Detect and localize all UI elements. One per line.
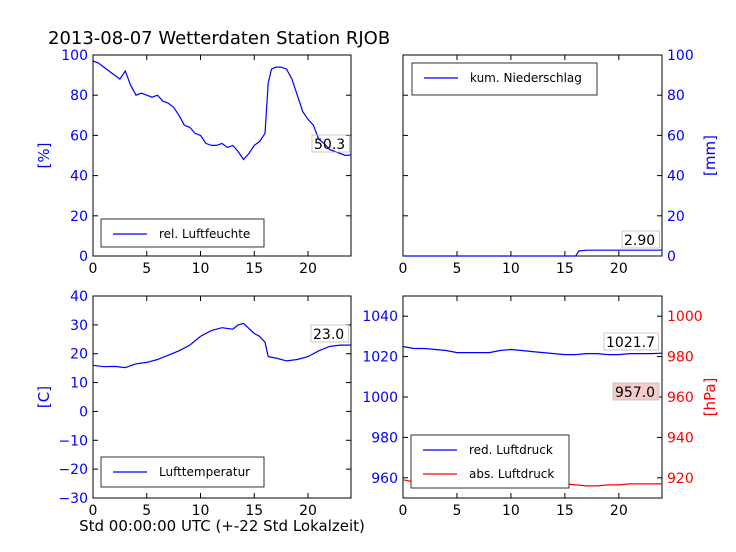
legend-box (410, 434, 570, 489)
y-tick-label: 960 (371, 471, 398, 487)
x-tick-label: 15 (556, 503, 574, 519)
legend-label: red. Luftdruck (469, 443, 553, 457)
legend: rel. Luftfeuchte (100, 218, 265, 248)
y-tick-label: 1040 (362, 309, 398, 325)
y-tick-label: 1000 (362, 390, 398, 406)
y-tick-label: 80 (70, 88, 88, 104)
panel-humidity: 0 5 10 15 20 0 20 40 60 80 100 [%] rel. Luftfeuchte 5… (35, 48, 352, 277)
x-tick-label: 10 (192, 503, 210, 519)
y2-tick-label: 940 (667, 430, 694, 446)
y2-tick-label: 920 (667, 471, 694, 487)
y-tick-label: 80 (667, 88, 685, 104)
value-annotation: 2.90 (624, 233, 655, 249)
y-tick-label: 60 (667, 128, 685, 144)
y-tick-label: −10 (58, 433, 88, 449)
y-tick-label: 0 (79, 249, 88, 265)
y-tick-label: 0 (667, 249, 676, 265)
y2-tick-label: 980 (667, 350, 694, 366)
legend-label: kum. Niederschlag (470, 71, 582, 85)
value-annotation-box (310, 324, 349, 343)
y-tick-label: 60 (70, 128, 88, 144)
legend-box (411, 62, 598, 96)
y-tick-label: 980 (371, 430, 398, 446)
x-tick-label: 20 (299, 261, 317, 277)
x-tick-label: 5 (142, 261, 151, 277)
y-tick-label: 40 (70, 169, 88, 185)
x-tick-label: 5 (452, 503, 461, 519)
value-annotation-box (612, 382, 660, 401)
x-tick-label: 0 (89, 503, 98, 519)
value-annotation-box (311, 134, 350, 153)
panel-pressure: 0 5 10 15 20 960 980 1000 1020 1040 920 940 960 980 10… (362, 295, 719, 519)
y-axis-label: [C] (35, 386, 53, 408)
x-tick-label: 0 (399, 261, 408, 277)
figure-xlabel: Std 00:00:00 UTC (+-22 Std Lokalzeit) (79, 517, 365, 535)
y-tick-label: 1020 (362, 350, 398, 366)
legend-label: rel. Luftfeuchte (159, 227, 250, 241)
y-tick-label: 40 (667, 169, 685, 185)
y-tick-label: 0 (79, 404, 88, 420)
x-tick-label: 15 (556, 261, 574, 277)
legend: red. Luftdruck abs. Luftdruck (410, 434, 570, 489)
y-tick-label: −20 (58, 462, 88, 478)
x-tick-label: 10 (192, 261, 210, 277)
y-axis-label: [mm] (701, 135, 719, 176)
x-tick-label: 5 (452, 261, 461, 277)
legend-label: Lufttemperatur (159, 465, 250, 479)
legend-box (100, 218, 265, 248)
x-tick-label: 5 (142, 503, 151, 519)
y-tick-label: 30 (70, 318, 88, 334)
y-tick-label: 20 (70, 347, 88, 363)
y-axis-label: [%] (35, 143, 53, 169)
panel-temperature: 0 5 10 15 20 −30 −20 −10 0 10 20 30 40 [C] Lufttempera… (35, 289, 352, 519)
value-annotation: 50.3 (314, 137, 345, 153)
y-tick-label: 100 (667, 48, 694, 64)
y-tick-label: 20 (667, 209, 685, 225)
value-annotation-box (603, 332, 659, 351)
legend: Lufttemperatur (100, 456, 265, 488)
figure-title: 2013-08-07 Wetterdaten Station RJOB (48, 28, 390, 49)
panel-precipitation: 0 5 10 15 20 0 20 40 60 80 100 [mm] kum. Niederschla… (399, 48, 719, 277)
series-line-0 (92, 60, 352, 161)
x-tick-label: 20 (610, 503, 628, 519)
value-annotation-box (621, 230, 660, 249)
y-tick-label: −30 (58, 491, 88, 507)
legend: kum. Niederschlag (411, 62, 598, 96)
series-line-0 (402, 345, 663, 356)
y-tick-label: 100 (61, 48, 88, 64)
x-tick-label: 20 (299, 503, 317, 519)
y2-tick-label: 1000 (667, 309, 703, 325)
series-line-0 (403, 249, 662, 257)
legend-label: abs. Luftdruck (469, 467, 554, 481)
value-annotation: 23.0 (313, 327, 344, 343)
value-annotation: 1021.7 (606, 335, 655, 351)
x-tick-label: 20 (610, 261, 628, 277)
legend-box (100, 456, 265, 488)
y2-tick-label: 960 (667, 390, 694, 406)
y-tick-label: 40 (70, 289, 88, 305)
value-annotation: 957.0 (615, 385, 655, 401)
x-tick-label: 15 (245, 261, 263, 277)
x-tick-label: 0 (399, 503, 408, 519)
x-tick-label: 0 (89, 261, 98, 277)
y-tick-label: 20 (70, 209, 88, 225)
x-tick-label: 15 (245, 503, 263, 519)
series-line-0 (92, 322, 351, 369)
x-tick-label: 10 (502, 503, 520, 519)
x-tick-label: 10 (502, 261, 520, 277)
y-tick-label: 10 (70, 376, 88, 392)
y-axis-label: [hPa] (701, 378, 719, 417)
